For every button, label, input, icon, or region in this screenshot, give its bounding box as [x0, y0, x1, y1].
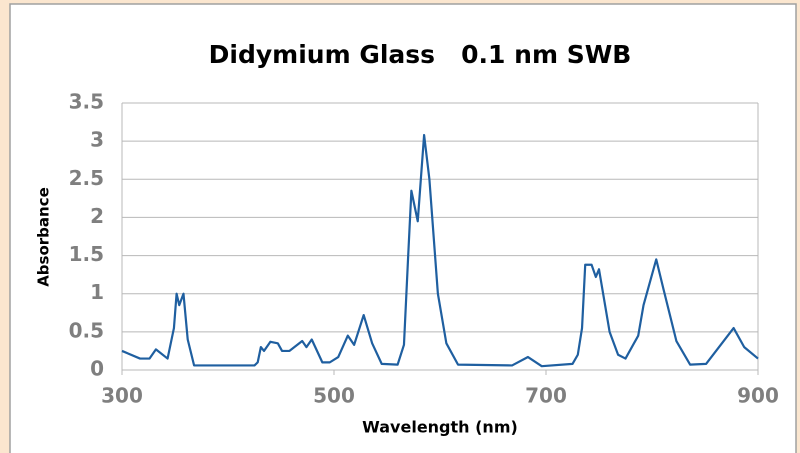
data-line	[121, 133, 759, 368]
x-tick-label: 700	[525, 384, 567, 408]
y-tick-label: 2	[90, 204, 104, 228]
y-tick-label: 0	[90, 357, 104, 381]
chart-title: Didymium Glass 0.1 nm SWB	[209, 40, 632, 69]
x-tick-label: 300	[101, 384, 143, 408]
y-tick-label: 2.5	[69, 166, 104, 190]
x-axis-label: Wavelength (nm)	[362, 418, 518, 437]
y-tick-label: 3.5	[69, 90, 104, 114]
y-tick-label: 1.5	[69, 242, 104, 266]
y-tick-label: 0.5	[69, 318, 104, 342]
y-tick-label: 1	[90, 280, 104, 304]
panel	[9, 3, 797, 453]
x-tick-label: 500	[313, 384, 355, 408]
y-axis-label: Absorbance	[35, 187, 53, 287]
x-tick-label: 900	[737, 384, 779, 408]
y-tick-label: 3	[90, 128, 104, 152]
